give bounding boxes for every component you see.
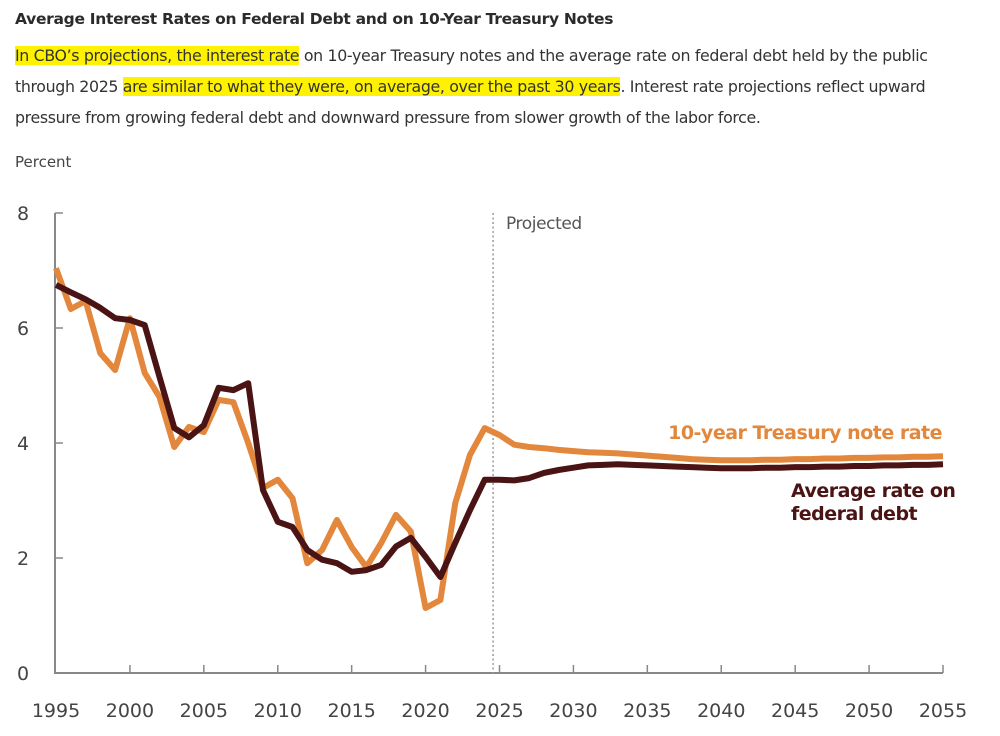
x-tick-label: 2055 bbox=[919, 700, 967, 722]
projected-annotation: Projected bbox=[506, 214, 582, 234]
y-tick-label: 8 bbox=[17, 203, 29, 225]
chart-title: Average Interest Rates on Federal Debt a… bbox=[15, 10, 614, 28]
treasury-series-label: 10-year Treasury note rate bbox=[668, 422, 942, 444]
y-tick-label: 4 bbox=[17, 433, 29, 455]
x-tick-label: 2045 bbox=[771, 700, 819, 722]
description-part: In CBO’s projections, the interest rate bbox=[15, 46, 300, 65]
axes: 0 2 4 6 8 1995 2000 2005 2010 2015 2020 2025 2030 203… bbox=[17, 203, 967, 722]
federal-debt-rate-line bbox=[54, 282, 944, 580]
x-tick-label: 2040 bbox=[697, 700, 745, 722]
treasury-rate-line bbox=[53, 267, 944, 611]
y-tick-label: 2 bbox=[17, 548, 29, 570]
series-lines bbox=[53, 267, 944, 611]
x-tick-label: 2010 bbox=[254, 700, 302, 722]
y-axis-label: Percent bbox=[15, 153, 72, 171]
debt-series-label: federal debt bbox=[791, 503, 918, 525]
x-tick-label: 2035 bbox=[623, 700, 671, 722]
x-tick-label: 1995 bbox=[32, 700, 80, 722]
description-part: are similar to what they were, on averag… bbox=[122, 77, 621, 96]
description-part: on 10-year Treasury notes and the averag… bbox=[15, 46, 928, 96]
x-tick-label: 2005 bbox=[180, 700, 228, 722]
chart-description: In CBO’s projections, the interest rate … bbox=[15, 40, 990, 133]
series-labels: 10-year Treasury note rate Average rate o… bbox=[668, 422, 956, 525]
x-tick-label: 2025 bbox=[475, 700, 523, 722]
x-tick-label: 2050 bbox=[845, 700, 893, 722]
x-tick-label: 2015 bbox=[327, 700, 375, 722]
debt-series-label: Average rate on bbox=[791, 480, 955, 502]
x-tick-label: 2000 bbox=[106, 700, 154, 722]
y-tick-label: 0 bbox=[17, 663, 29, 685]
description-part: . Interest rate projections reflect upwa… bbox=[15, 77, 926, 127]
x-tick-label: 2030 bbox=[549, 700, 597, 722]
x-tick-label: 2020 bbox=[401, 700, 449, 722]
y-tick-label: 6 bbox=[17, 318, 29, 340]
